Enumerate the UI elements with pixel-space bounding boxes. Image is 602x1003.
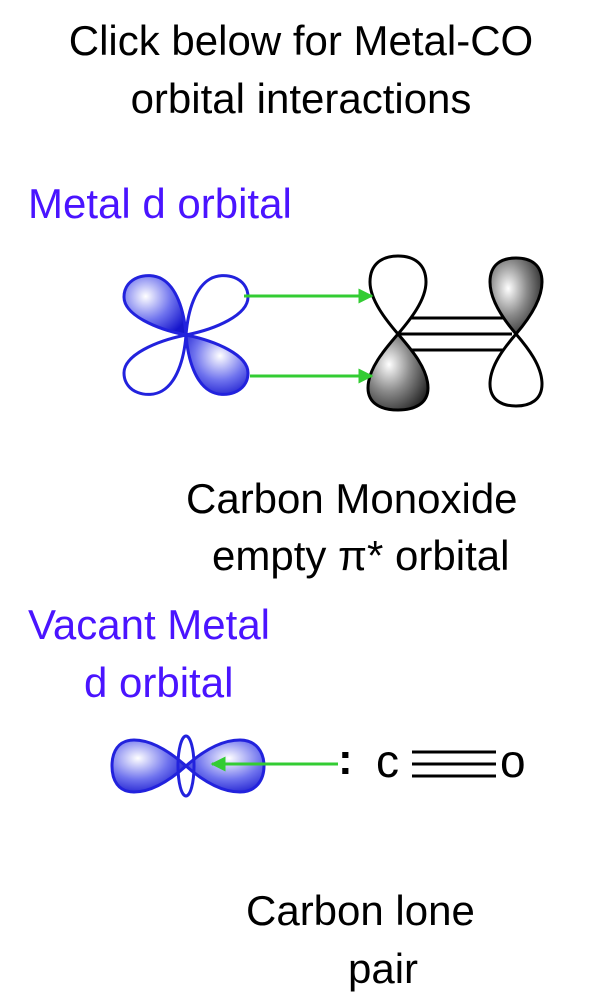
o-lobe-lower: [488, 331, 544, 408]
carbon-atom-label: c: [376, 735, 399, 787]
vacant-d-lobe-right: [183, 738, 266, 794]
oxygen-atom-label: o: [500, 735, 526, 787]
d-lobe-lower-left: [122, 333, 188, 396]
vacant-metal-heading-line2: d orbital: [84, 659, 234, 706]
co-pi-star-caption-line1: Carbon Monoxide: [186, 475, 518, 522]
page-title-line2: orbital interactions: [130, 75, 472, 122]
metal-d-orbital-heading: Metal d orbital: [28, 180, 292, 227]
d-lobe-lower-right: [184, 333, 250, 396]
c-lobe-upper: [368, 254, 428, 337]
d-lobe-upper-left: [122, 274, 188, 337]
metal-d-orbital: [122, 274, 250, 396]
vacant-d-torus: [176, 734, 196, 798]
d-lobe-upper-right: [184, 274, 250, 337]
vacant-metal-heading-line1: Vacant Metal: [28, 601, 271, 648]
lone-pair-dots: :: [338, 735, 353, 784]
vacant-metal-d-orbital: [110, 734, 266, 798]
carbon-lone-pair-caption-line2: pair: [348, 945, 419, 992]
c-lobe-lower: [366, 331, 430, 412]
carbon-lone-pair-caption-line1: Carbon lone: [246, 887, 475, 934]
co-pi-star-caption-line2: empty π* orbital: [212, 532, 510, 579]
vacant-d-lobe-left: [110, 738, 189, 794]
o-lobe-upper: [488, 256, 544, 337]
co-pi-star-orbital: [366, 254, 544, 412]
page-title-line1: Click below for Metal-CO: [68, 17, 534, 64]
